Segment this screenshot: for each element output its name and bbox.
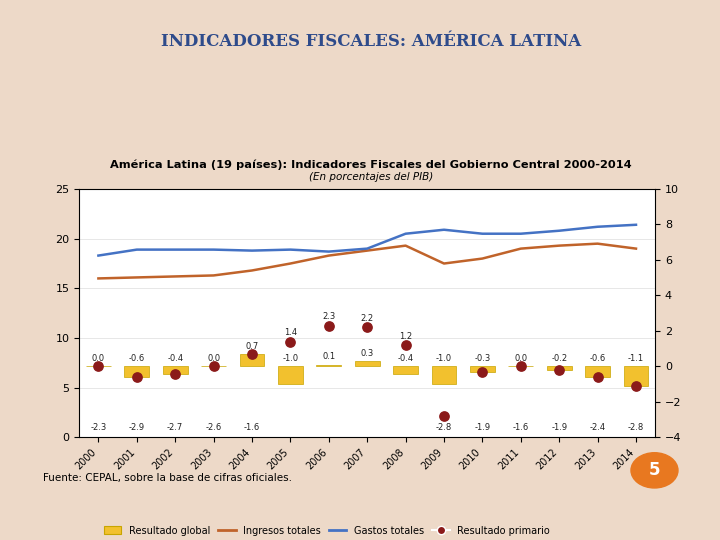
Text: -1.1: -1.1 <box>628 354 644 363</box>
Point <box>438 412 450 421</box>
Text: -2.9: -2.9 <box>129 423 145 432</box>
Legend: Resultado global, Ingresos totales, Gastos totales, Resultado primario: Resultado global, Ingresos totales, Gast… <box>100 522 554 539</box>
Text: 5: 5 <box>649 461 660 480</box>
Text: 0.3: 0.3 <box>361 349 374 358</box>
Text: 0.0: 0.0 <box>514 354 527 363</box>
Bar <box>240 354 264 367</box>
Text: 0.7: 0.7 <box>246 342 258 351</box>
Text: -2.4: -2.4 <box>590 423 606 432</box>
Text: -1.9: -1.9 <box>551 423 567 432</box>
Point <box>361 323 373 332</box>
Text: -2.8: -2.8 <box>628 423 644 432</box>
Text: -1.9: -1.9 <box>474 423 490 432</box>
Point <box>592 373 603 381</box>
Point <box>131 373 143 381</box>
Point <box>323 321 335 330</box>
Text: (En porcentajes del PIB): (En porcentajes del PIB) <box>309 172 433 182</box>
Bar <box>355 361 379 367</box>
Bar <box>278 367 303 384</box>
Point <box>93 362 104 371</box>
Point <box>630 382 642 390</box>
Text: -0.4: -0.4 <box>397 354 414 363</box>
Point <box>400 341 411 349</box>
Point <box>246 350 258 359</box>
Text: -1.6: -1.6 <box>244 423 260 432</box>
Text: -2.8: -2.8 <box>436 423 452 432</box>
Bar <box>125 367 149 377</box>
Text: -2.3: -2.3 <box>90 423 107 432</box>
Text: 1.4: 1.4 <box>284 328 297 337</box>
Point <box>208 362 220 371</box>
Point <box>284 338 296 346</box>
Text: América Latina (19 países): Indicadores Fiscales del Gobierno Central 2000-2014: América Latina (19 países): Indicadores … <box>110 159 631 170</box>
Bar <box>431 367 456 384</box>
Circle shape <box>631 453 678 488</box>
Text: -0.3: -0.3 <box>474 354 490 363</box>
Text: INDICADORES FISCALES: AMÉRICA LATINA: INDICADORES FISCALES: AMÉRICA LATINA <box>161 32 581 50</box>
Text: 2.3: 2.3 <box>322 312 336 321</box>
Text: -2.6: -2.6 <box>205 423 222 432</box>
Text: -0.6: -0.6 <box>129 354 145 363</box>
Text: -1.0: -1.0 <box>436 354 452 363</box>
Bar <box>393 367 418 374</box>
Point <box>515 362 526 371</box>
Text: -1.6: -1.6 <box>513 423 529 432</box>
Text: 0.1: 0.1 <box>323 353 336 361</box>
Text: Fuente: CEPAL, sobre la base de cifras oficiales.: Fuente: CEPAL, sobre la base de cifras o… <box>43 473 292 483</box>
Point <box>477 367 488 376</box>
Text: -1.0: -1.0 <box>282 354 299 363</box>
Bar <box>470 367 495 372</box>
Text: -0.4: -0.4 <box>167 354 184 363</box>
Bar <box>624 367 649 386</box>
Text: -2.7: -2.7 <box>167 423 184 432</box>
Bar <box>163 367 188 374</box>
Text: -0.2: -0.2 <box>551 354 567 363</box>
Text: -0.6: -0.6 <box>590 354 606 363</box>
Text: 0.0: 0.0 <box>92 354 105 363</box>
Point <box>169 369 181 378</box>
Bar <box>546 367 572 370</box>
Text: 1.2: 1.2 <box>399 332 412 341</box>
Bar <box>316 364 341 367</box>
Point <box>554 366 565 374</box>
Text: 2.2: 2.2 <box>361 314 374 323</box>
Bar <box>585 367 610 377</box>
Text: 0.0: 0.0 <box>207 354 220 363</box>
